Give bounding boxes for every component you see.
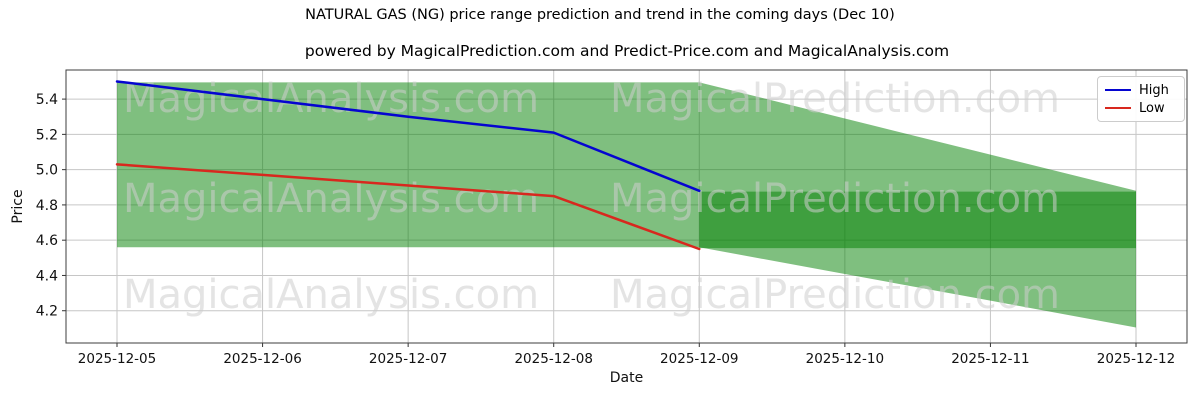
low-line-swatch [1105,107,1131,109]
legend-label-low: Low [1139,100,1165,116]
y-tick-label: 5.2 [36,127,58,143]
watermark-text: MagicalAnalysis.com [123,272,539,318]
y-tick-label: 4.8 [36,198,58,214]
high-line [115,80,701,193]
y-tick-label: 5.0 [36,163,58,179]
x-tick-label: 2025-12-10 [806,351,884,367]
x-tick-label: 2025-12-09 [660,351,738,367]
y-tick-label: 4.6 [36,233,58,249]
final-range-band [699,191,1136,249]
y-tick-label: 4.2 [36,304,58,320]
y-axis-label: Price [10,189,26,223]
x-tick-label: 2025-12-08 [514,351,592,367]
legend-label-high: High [1139,82,1169,98]
x-tick-label: 2025-12-12 [1097,351,1175,367]
prediction-range-band [117,82,1136,328]
x-tick-label: 2025-12-05 [78,351,156,367]
x-tick-label: 2025-12-06 [223,351,301,367]
x-tick-label: 2025-12-11 [951,351,1029,367]
legend-item-high: High [1105,84,1177,97]
chart-subtitle: powered by MagicalPrediction.com and Pre… [304,42,950,60]
legend-item-low: Low [1105,102,1177,115]
high-line-swatch [1105,89,1131,91]
watermark-text: MagicalPrediction.com [610,272,1060,318]
watermark-text: MagicalPrediction.com [610,176,1060,222]
y-tick-label: 5.4 [36,92,58,108]
watermark-text: MagicalAnalysis.com [123,76,539,122]
chart-title: NATURAL GAS (NG) price range prediction … [305,7,895,23]
watermark-text: MagicalAnalysis.com [123,176,539,222]
watermark-text: MagicalPrediction.com [610,76,1060,122]
low-line [115,163,701,251]
legend: High Low [1097,76,1185,122]
plot-border [65,69,1188,344]
y-tick-label: 4.4 [36,268,58,284]
x-tick-label: 2025-12-07 [369,351,447,367]
x-axis-label: Date [610,370,643,386]
